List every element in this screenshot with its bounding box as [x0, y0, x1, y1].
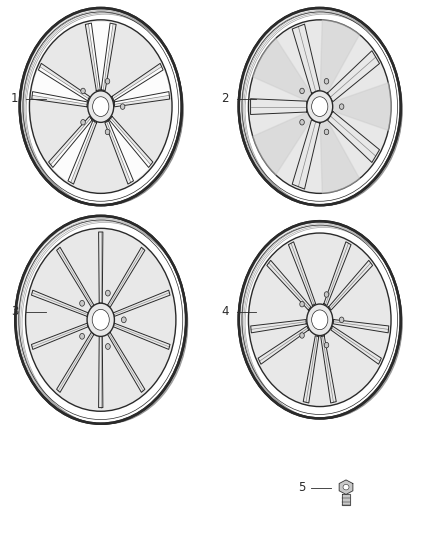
- Polygon shape: [32, 67, 88, 104]
- Polygon shape: [88, 22, 113, 90]
- Polygon shape: [32, 323, 88, 350]
- Polygon shape: [99, 336, 103, 408]
- Polygon shape: [49, 116, 92, 167]
- Polygon shape: [303, 336, 319, 403]
- Ellipse shape: [300, 301, 304, 307]
- Ellipse shape: [311, 96, 328, 116]
- Ellipse shape: [88, 91, 114, 123]
- Polygon shape: [107, 332, 145, 392]
- Text: 1: 1: [11, 92, 18, 105]
- Polygon shape: [32, 290, 88, 317]
- Ellipse shape: [307, 91, 333, 123]
- Ellipse shape: [300, 333, 304, 338]
- Ellipse shape: [29, 20, 172, 193]
- Ellipse shape: [81, 88, 85, 94]
- Ellipse shape: [20, 8, 182, 205]
- Polygon shape: [332, 83, 391, 131]
- Ellipse shape: [121, 317, 126, 322]
- Polygon shape: [320, 120, 360, 193]
- Polygon shape: [320, 20, 360, 93]
- Ellipse shape: [93, 96, 109, 116]
- Ellipse shape: [239, 221, 401, 418]
- Polygon shape: [253, 112, 312, 175]
- Polygon shape: [57, 247, 94, 308]
- Polygon shape: [99, 232, 103, 303]
- Ellipse shape: [343, 484, 349, 490]
- Polygon shape: [328, 111, 379, 163]
- Ellipse shape: [324, 292, 329, 297]
- Polygon shape: [112, 63, 163, 101]
- Polygon shape: [105, 120, 134, 184]
- Polygon shape: [324, 242, 351, 305]
- Polygon shape: [333, 320, 389, 333]
- Polygon shape: [328, 260, 373, 310]
- Polygon shape: [113, 67, 169, 104]
- Text: 2: 2: [221, 92, 229, 105]
- Polygon shape: [110, 116, 153, 167]
- Polygon shape: [113, 290, 170, 317]
- Ellipse shape: [239, 8, 401, 205]
- Text: 3: 3: [11, 305, 18, 318]
- Polygon shape: [292, 24, 320, 93]
- Ellipse shape: [105, 78, 110, 84]
- Polygon shape: [292, 120, 320, 189]
- Ellipse shape: [15, 216, 186, 424]
- Polygon shape: [328, 51, 379, 102]
- Ellipse shape: [339, 317, 344, 322]
- Ellipse shape: [300, 88, 304, 94]
- Polygon shape: [343, 495, 350, 505]
- Ellipse shape: [300, 119, 304, 125]
- Ellipse shape: [120, 104, 125, 109]
- Polygon shape: [251, 320, 306, 333]
- Ellipse shape: [248, 233, 391, 407]
- Polygon shape: [258, 326, 309, 364]
- Polygon shape: [39, 63, 90, 101]
- Ellipse shape: [92, 309, 110, 330]
- Ellipse shape: [87, 303, 114, 336]
- Ellipse shape: [105, 129, 110, 135]
- Text: 4: 4: [221, 305, 229, 318]
- Ellipse shape: [324, 129, 329, 135]
- Polygon shape: [251, 99, 307, 115]
- Ellipse shape: [81, 119, 85, 125]
- Polygon shape: [289, 242, 316, 305]
- Polygon shape: [57, 332, 94, 392]
- Ellipse shape: [25, 228, 176, 411]
- Polygon shape: [107, 247, 145, 308]
- Ellipse shape: [324, 78, 329, 84]
- Ellipse shape: [311, 310, 328, 329]
- Ellipse shape: [339, 104, 344, 109]
- Polygon shape: [68, 120, 97, 184]
- Polygon shape: [331, 326, 381, 364]
- Polygon shape: [85, 23, 100, 91]
- Polygon shape: [51, 118, 95, 182]
- Text: 5: 5: [298, 481, 305, 494]
- Ellipse shape: [80, 301, 85, 306]
- Polygon shape: [267, 260, 311, 310]
- Polygon shape: [101, 23, 116, 91]
- Polygon shape: [321, 336, 336, 403]
- Polygon shape: [114, 92, 170, 107]
- Polygon shape: [253, 38, 312, 101]
- Ellipse shape: [106, 290, 110, 296]
- Ellipse shape: [248, 20, 391, 193]
- Ellipse shape: [307, 304, 333, 336]
- Polygon shape: [32, 92, 87, 107]
- Polygon shape: [113, 323, 170, 350]
- Ellipse shape: [324, 342, 329, 348]
- Ellipse shape: [106, 344, 110, 350]
- Ellipse shape: [80, 333, 85, 339]
- Polygon shape: [339, 480, 353, 495]
- Polygon shape: [107, 118, 151, 182]
